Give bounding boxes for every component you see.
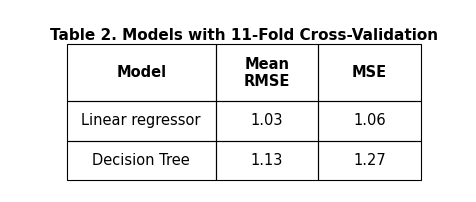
Text: Linear regressor: Linear regressor [81, 113, 201, 128]
Text: 1.06: 1.06 [353, 113, 386, 128]
Bar [67, 44, 216, 101]
Bar [216, 101, 318, 141]
Text: Model: Model [116, 65, 166, 80]
Text: 1.27: 1.27 [353, 153, 386, 168]
Bar [67, 101, 216, 141]
Text: 1.13: 1.13 [251, 153, 283, 168]
Text: Decision Tree: Decision Tree [92, 153, 190, 168]
Bar [318, 141, 421, 180]
Text: Table 2. Models with 11-Fold Cross-Validation: Table 2. Models with 11-Fold Cross-Valid… [50, 28, 438, 43]
Bar [216, 141, 318, 180]
Text: MSE: MSE [352, 65, 387, 80]
Bar [318, 101, 421, 141]
Bar [67, 141, 216, 180]
Bar [216, 44, 318, 101]
Text: 1.03: 1.03 [251, 113, 283, 128]
Bar [318, 44, 421, 101]
Text: Mean
RMSE: Mean RMSE [244, 57, 290, 89]
